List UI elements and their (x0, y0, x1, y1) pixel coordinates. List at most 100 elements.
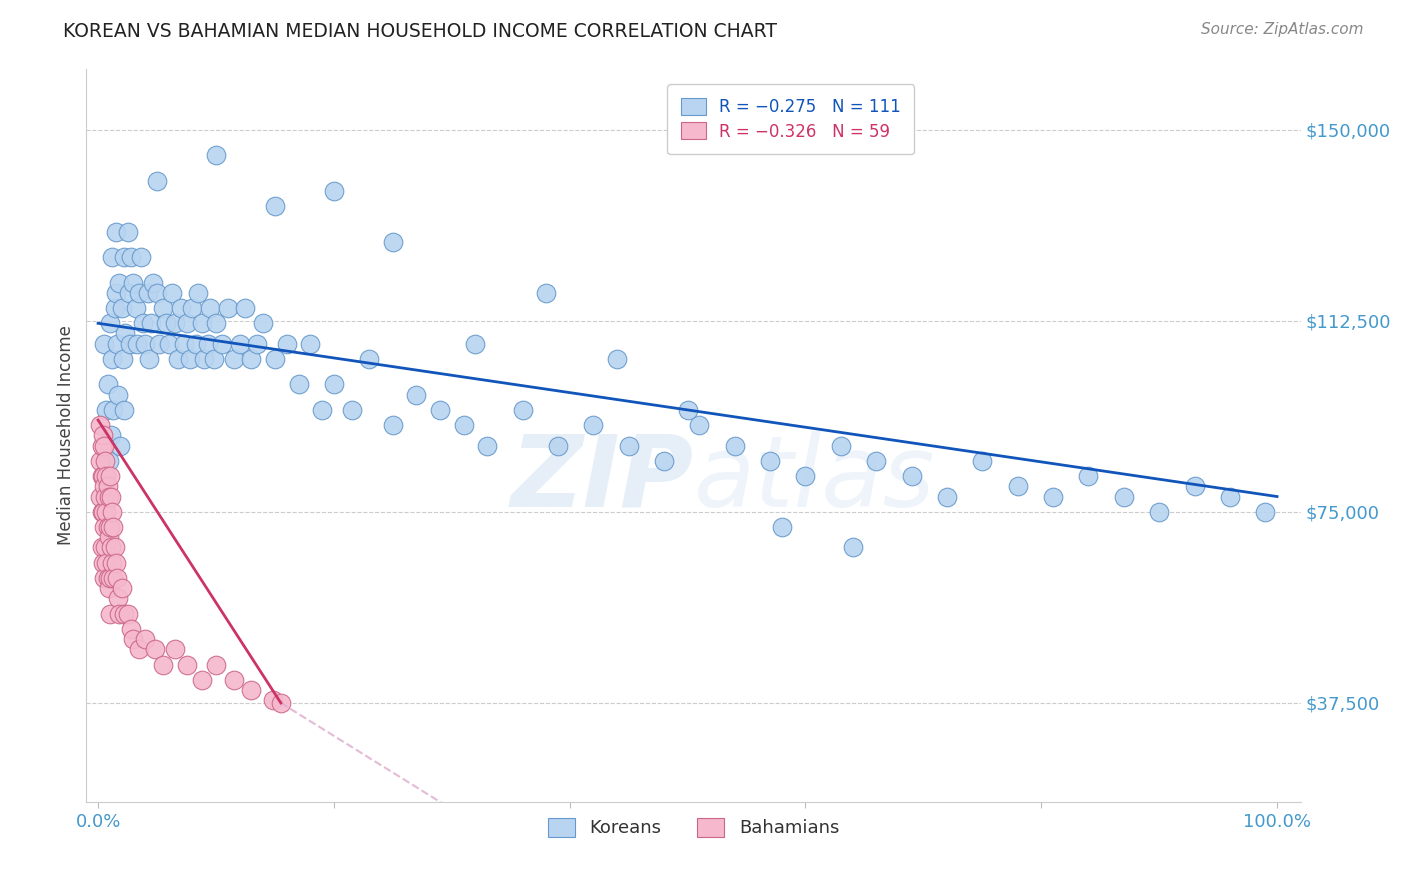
Point (105, 336, 128, 351)
Point (1042, 490, 1064, 504)
Point (240, 351, 263, 366)
Point (475, 439, 498, 453)
Point (179, 351, 201, 366)
Point (173, 336, 195, 351)
Point (1254, 505, 1277, 519)
Y-axis label: Median Household Income: Median Household Income (58, 326, 75, 545)
Point (1077, 469, 1099, 483)
Point (94, 541, 117, 555)
Point (94, 490, 117, 504)
Point (322, 184, 344, 198)
Point (104, 285, 127, 300)
Point (96, 505, 118, 519)
Point (1219, 490, 1241, 504)
Point (91, 505, 114, 519)
Point (202, 351, 225, 366)
Point (89, 454, 111, 468)
Point (205, 316, 228, 330)
Point (96, 520, 118, 534)
Point (96, 377, 118, 392)
Point (96, 571, 118, 585)
Point (181, 301, 204, 315)
Point (176, 316, 198, 330)
Point (222, 673, 245, 687)
Point (770, 520, 793, 534)
Point (205, 657, 228, 672)
Point (101, 250, 124, 264)
Point (103, 541, 125, 555)
Point (1147, 505, 1170, 519)
Point (246, 336, 269, 351)
Point (111, 581, 134, 595)
Point (1007, 479, 1029, 493)
Point (759, 454, 782, 468)
Point (129, 250, 152, 264)
Point (163, 642, 186, 657)
Point (381, 235, 404, 249)
Point (120, 250, 142, 264)
Text: Source: ZipAtlas.com: Source: ZipAtlas.com (1201, 22, 1364, 37)
Point (111, 351, 134, 366)
Point (122, 632, 145, 647)
Point (287, 377, 309, 392)
Point (112, 403, 135, 417)
Point (93, 479, 115, 493)
Point (534, 285, 557, 300)
Text: atlas: atlas (693, 431, 935, 528)
Point (132, 316, 155, 330)
Legend: Koreans, Bahamians: Koreans, Bahamians (540, 811, 846, 845)
Point (198, 301, 221, 315)
Point (90, 541, 112, 555)
Point (187, 285, 209, 300)
Point (262, 693, 284, 707)
Point (108, 276, 131, 290)
Point (98, 469, 121, 483)
Point (191, 316, 214, 330)
Point (114, 326, 136, 341)
Point (97, 530, 120, 544)
Point (103, 301, 125, 315)
Point (107, 591, 129, 606)
Point (96, 469, 118, 483)
Point (152, 657, 174, 672)
Point (107, 387, 129, 401)
Point (128, 285, 150, 300)
Point (211, 336, 233, 351)
Point (93, 520, 115, 534)
Point (100, 490, 122, 504)
Point (163, 316, 186, 330)
Point (1184, 479, 1206, 493)
Point (98, 520, 121, 534)
Point (143, 642, 166, 657)
Point (162, 285, 184, 300)
Point (900, 469, 922, 483)
Point (205, 148, 228, 162)
Point (118, 285, 141, 300)
Point (688, 418, 710, 433)
Point (91, 428, 114, 442)
Point (228, 336, 250, 351)
Point (193, 351, 215, 366)
Point (103, 403, 125, 417)
Point (191, 673, 214, 687)
Point (103, 571, 125, 585)
Point (547, 439, 569, 453)
Point (197, 336, 219, 351)
Point (142, 276, 165, 290)
Point (139, 316, 162, 330)
Point (264, 199, 287, 213)
Point (136, 285, 159, 300)
Point (93, 336, 115, 351)
Point (299, 336, 322, 351)
Point (108, 607, 131, 621)
Point (264, 351, 287, 366)
Point (101, 556, 124, 570)
Point (112, 607, 135, 621)
Point (582, 418, 605, 433)
Point (157, 336, 180, 351)
Point (93, 439, 115, 453)
Point (138, 351, 160, 366)
Point (359, 351, 381, 366)
Point (125, 301, 148, 315)
Point (240, 683, 263, 698)
